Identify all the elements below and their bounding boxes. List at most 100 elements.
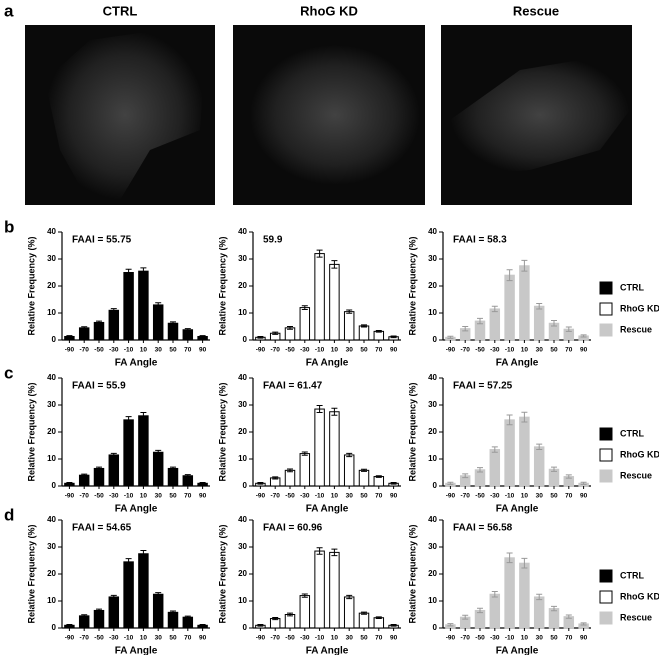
y-tick-label: 30 [238,400,247,409]
bar [358,325,370,341]
error-bar [257,335,264,339]
error-bar [140,550,147,554]
legend-label: Rescue [620,612,652,622]
x-tick-label: 70 [375,347,383,354]
bar [182,475,194,487]
error-bar [257,623,264,627]
x-tick-label: 10 [521,493,529,500]
error-bar [536,593,543,601]
error-bar [170,610,176,613]
bar [138,415,149,487]
x-tick-label: 10 [140,493,148,500]
y-tick-label: 40 [47,515,56,524]
x-tick-label: -30 [109,635,119,642]
bar [489,593,501,629]
y-axis-label: Relative Frequency (%) [407,382,417,481]
x-tick-label: 70 [565,347,573,354]
error-bar [477,317,483,325]
x-axis-label: FA Angle [496,358,539,369]
error-bar [110,452,117,455]
error-bar [462,326,469,332]
bar [138,553,149,629]
bar [373,617,385,629]
y-tick-label: 0 [243,335,248,344]
x-tick-label: 90 [580,635,588,642]
y-axis-label: Relative Frequency (%) [217,382,227,481]
x-tick-label: -10 [505,493,515,500]
error-bar [375,616,382,620]
y-tick-label: 20 [428,569,437,578]
error-bar [506,414,513,426]
error-bar [272,616,279,621]
bar [78,474,90,487]
legend-label: CTRL [620,428,644,438]
error-bar [96,466,102,469]
error-bar [551,605,557,612]
error-bar [447,481,454,485]
y-tick-label: 0 [433,335,438,344]
bar [78,615,90,629]
x-tick-label: -30 [300,347,310,354]
legend-label: RhoG KD [620,303,659,313]
y-tick-label: 0 [52,623,57,632]
y-tick-label: 10 [238,454,247,463]
x-tick-label: -70 [270,493,280,500]
x-tick-label: 50 [550,493,558,500]
cell [250,45,420,185]
y-tick-label: 0 [243,623,248,632]
y-tick-label: 30 [428,542,437,551]
bar [519,265,530,341]
bar [533,596,545,629]
y-tick-label: 30 [428,254,437,263]
error-bar [580,334,587,338]
x-tick-label: -50 [285,635,295,642]
y-tick-label: 30 [47,542,56,551]
x-tick-label: -30 [109,493,119,500]
legend-label: RhoG KD [620,591,659,601]
bar [197,624,208,629]
x-tick-label: -30 [490,347,500,354]
bar [123,272,134,341]
bar [123,419,134,487]
error-bar [565,474,572,479]
x-tick-label: 50 [550,347,558,354]
bar [197,335,208,341]
y-axis-label: Relative Frequency (%) [217,236,227,335]
x-tick-label: 50 [169,635,177,642]
legend-swatch [599,569,613,583]
y-tick-label: 40 [428,373,437,382]
x-tick-label: 10 [521,347,529,354]
x-tick-label: -10 [315,493,325,500]
error-bar [316,405,323,414]
x-tick-label: 30 [536,635,544,642]
image-title: RhoG KD [300,3,358,18]
error-bar [316,547,323,555]
x-tick-label: -30 [490,493,500,500]
x-tick-label: -90 [256,635,266,642]
y-tick-label: 0 [243,481,248,490]
y-tick-label: 20 [428,281,437,290]
error-bar [96,608,102,611]
x-tick-label: -10 [124,493,134,500]
error-bar [477,467,483,473]
bar [152,593,164,629]
x-tick-label: -50 [285,493,295,500]
chart-title: FAAI = 57.25 [453,381,513,392]
error-bar [155,449,162,453]
x-tick-label: 50 [360,635,368,642]
x-tick-label: 90 [580,493,588,500]
error-bar [346,309,353,314]
panel-label: d [4,505,14,524]
bar [108,454,120,487]
x-tick-label: 90 [580,347,588,354]
error-bar [580,481,587,485]
error-bar [155,302,162,305]
y-axis-label: Relative Frequency (%) [26,524,36,623]
chart-title: FAAI = 55.75 [72,235,132,246]
x-tick-label: -90 [446,493,456,500]
x-axis-label: FA Angle [496,504,539,515]
bar [329,411,340,487]
x-axis-label: FA Angle [306,358,349,369]
y-tick-label: 0 [433,623,438,632]
